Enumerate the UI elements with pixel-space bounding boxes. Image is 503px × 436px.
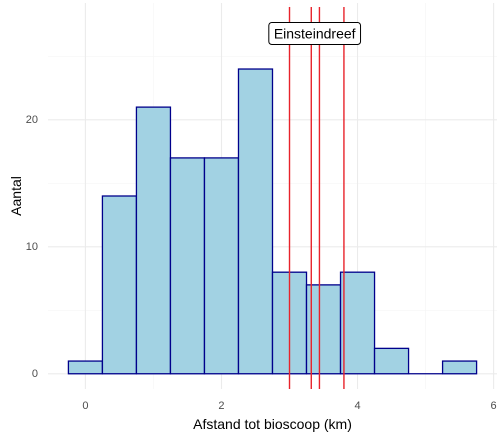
x-tick-label: 4: [354, 400, 360, 412]
y-tick-label: 10: [26, 241, 38, 253]
histogram-bar: [101, 195, 138, 375]
y-tick-label: 20: [26, 114, 38, 126]
y-tick-labels: 0 10 20: [26, 114, 38, 380]
histogram-bars: [67, 68, 478, 375]
annotation-text: Einsteindreef: [274, 25, 356, 41]
y-axis-title: Aantal: [8, 176, 24, 216]
histogram-bar: [237, 68, 274, 375]
annotation-box: [268, 21, 362, 45]
histogram-bar: [339, 271, 376, 375]
reference-lines: [288, 7, 345, 389]
y-tick-label: 0: [32, 368, 38, 380]
x-tick-labels: 0 2 4 6: [82, 400, 496, 412]
histogram-bar: [305, 284, 342, 375]
histogram-bar: [441, 360, 478, 375]
x-axis-title: Afstand tot bioscoop (km): [193, 416, 352, 432]
annotation-label-box: Einsteindreef: [268, 21, 362, 45]
histogram-bar: [169, 157, 206, 375]
x-tick-label: 2: [218, 400, 224, 412]
histogram-bar: [67, 360, 104, 375]
histogram-bar: [203, 157, 240, 375]
histogram-bar: [135, 106, 172, 375]
x-tick-label: 6: [491, 400, 497, 412]
x-tick-label: 0: [82, 400, 88, 412]
histogram-bar: [373, 347, 410, 375]
